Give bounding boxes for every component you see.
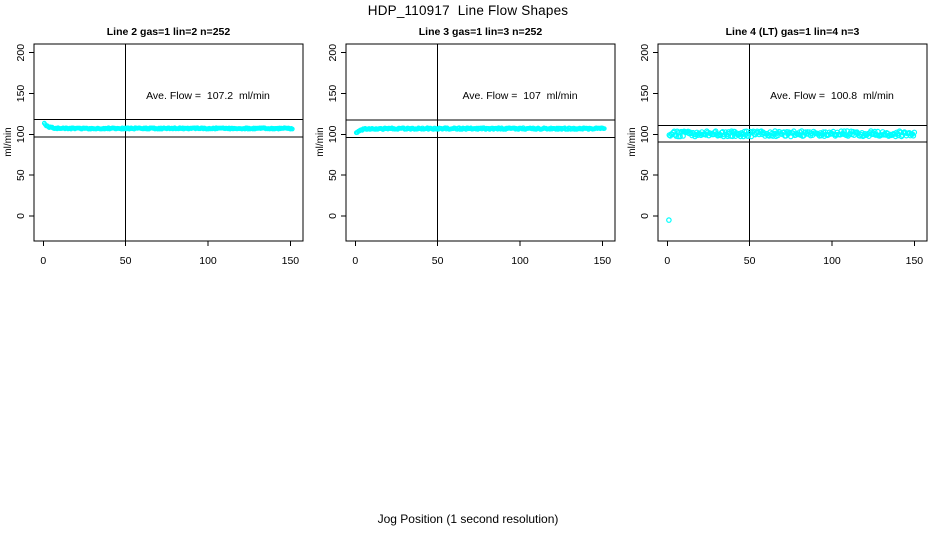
outlier-point — [666, 217, 672, 223]
svg-text:0: 0 — [40, 255, 46, 267]
plot-area-line3: 0 50 100 150 0 50 100 150 200 ml/min Ave. Flow = 1… — [315, 43, 616, 267]
svg-text:0: 0 — [639, 213, 651, 219]
svg-text:50: 50 — [432, 255, 444, 267]
ave-flow-annotation: Ave. Flow = 107 ml/min — [462, 90, 577, 102]
svg-text:50: 50 — [120, 255, 132, 267]
y-axis-unit-label: ml/min — [315, 127, 326, 156]
svg-text:100: 100 — [15, 125, 27, 143]
svg-text:200: 200 — [15, 44, 27, 62]
ave-flow-annotation: Ave. Flow = 100.8 ml/min — [770, 90, 894, 102]
plot-frame — [33, 43, 304, 242]
svg-text:150: 150 — [594, 255, 612, 267]
svg-text:150: 150 — [639, 85, 651, 103]
svg-text:200: 200 — [639, 44, 651, 62]
axis-tick-labels: 0 50 100 150 0 50 100 150 200 — [327, 44, 611, 267]
data-points — [353, 125, 607, 136]
plot-area-line4: 0 50 100 150 0 50 100 150 200 ml/min Ave. Flow = 1… — [627, 43, 928, 267]
data-points — [41, 120, 295, 132]
y-axis-unit-label: ml/min — [3, 127, 14, 156]
reference-lines — [346, 44, 615, 241]
axis-tick-labels: 0 50 100 150 0 50 100 150 200 — [15, 44, 299, 267]
plot-area-line2: 0 50 100 150 0 50 100 150 200 ml/min Ave. Flow = 1… — [3, 43, 304, 267]
reference-lines — [658, 44, 927, 241]
axis-ticks — [29, 52, 291, 246]
svg-text:100: 100 — [327, 125, 339, 143]
ave-flow-annotation: Ave. Flow = 107.2 ml/min — [146, 90, 270, 102]
panel-title-line4: Line 4 (LT) gas=1 lin=4 n=3 — [725, 26, 860, 38]
svg-text:50: 50 — [15, 169, 27, 181]
plot-frame — [657, 43, 928, 242]
svg-text:200: 200 — [327, 44, 339, 62]
svg-text:50: 50 — [744, 255, 756, 267]
svg-text:100: 100 — [199, 255, 217, 267]
axis-ticks — [341, 52, 603, 246]
svg-text:50: 50 — [327, 169, 339, 181]
main-title: HDP_110917 Line Flow Shapes — [367, 3, 569, 18]
svg-text:0: 0 — [352, 255, 358, 267]
axis-tick-labels: 0 50 100 150 0 50 100 150 200 — [639, 44, 923, 267]
panel-title-line2: Line 2 gas=1 lin=2 n=252 — [106, 26, 231, 38]
x-axis-label: Jog Position (1 second resolution) — [377, 512, 559, 526]
svg-text:150: 150 — [282, 255, 300, 267]
plot-frame — [345, 43, 616, 242]
data-points — [666, 128, 918, 223]
svg-text:100: 100 — [511, 255, 529, 267]
panel-title-line3: Line 3 gas=1 lin=3 n=252 — [418, 26, 543, 38]
reference-lines — [34, 44, 303, 241]
svg-text:100: 100 — [823, 255, 841, 267]
svg-text:150: 150 — [906, 255, 924, 267]
svg-text:50: 50 — [639, 169, 651, 181]
svg-text:150: 150 — [327, 85, 339, 103]
svg-text:0: 0 — [664, 255, 670, 267]
svg-text:150: 150 — [15, 85, 27, 103]
svg-text:100: 100 — [639, 125, 651, 143]
svg-text:0: 0 — [327, 213, 339, 219]
axis-ticks — [653, 52, 915, 246]
y-axis-unit-label: ml/min — [627, 127, 638, 156]
svg-text:0: 0 — [15, 213, 27, 219]
